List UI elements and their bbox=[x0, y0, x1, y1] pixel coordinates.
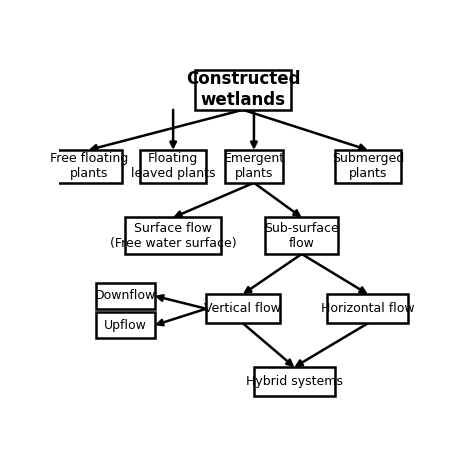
Text: Upflow: Upflow bbox=[104, 319, 147, 332]
FancyBboxPatch shape bbox=[265, 218, 338, 254]
Text: Floating
leaved plants: Floating leaved plants bbox=[131, 152, 215, 181]
Text: Sub-surface
flow: Sub-surface flow bbox=[264, 222, 339, 250]
Text: Hybrid systems: Hybrid systems bbox=[246, 375, 343, 388]
Text: Horizontal flow: Horizontal flow bbox=[321, 302, 415, 315]
FancyBboxPatch shape bbox=[328, 294, 408, 323]
Text: Constructed
wetlands: Constructed wetlands bbox=[186, 70, 300, 109]
FancyBboxPatch shape bbox=[96, 312, 155, 338]
FancyBboxPatch shape bbox=[125, 218, 221, 254]
Text: Vertical flow: Vertical flow bbox=[204, 302, 282, 315]
FancyBboxPatch shape bbox=[96, 283, 155, 309]
FancyBboxPatch shape bbox=[335, 150, 401, 183]
FancyBboxPatch shape bbox=[195, 70, 291, 110]
FancyBboxPatch shape bbox=[254, 367, 335, 396]
Text: Submerged
plants: Submerged plants bbox=[332, 152, 404, 181]
FancyBboxPatch shape bbox=[206, 294, 280, 323]
Text: Emergent
plants: Emergent plants bbox=[223, 152, 284, 181]
Text: Downflow: Downflow bbox=[95, 290, 156, 302]
Text: Free floating
plants: Free floating plants bbox=[49, 152, 128, 181]
FancyBboxPatch shape bbox=[225, 150, 283, 183]
Text: Surface flow
(Free water surface): Surface flow (Free water surface) bbox=[110, 222, 237, 250]
FancyBboxPatch shape bbox=[140, 150, 206, 183]
FancyBboxPatch shape bbox=[55, 150, 122, 183]
